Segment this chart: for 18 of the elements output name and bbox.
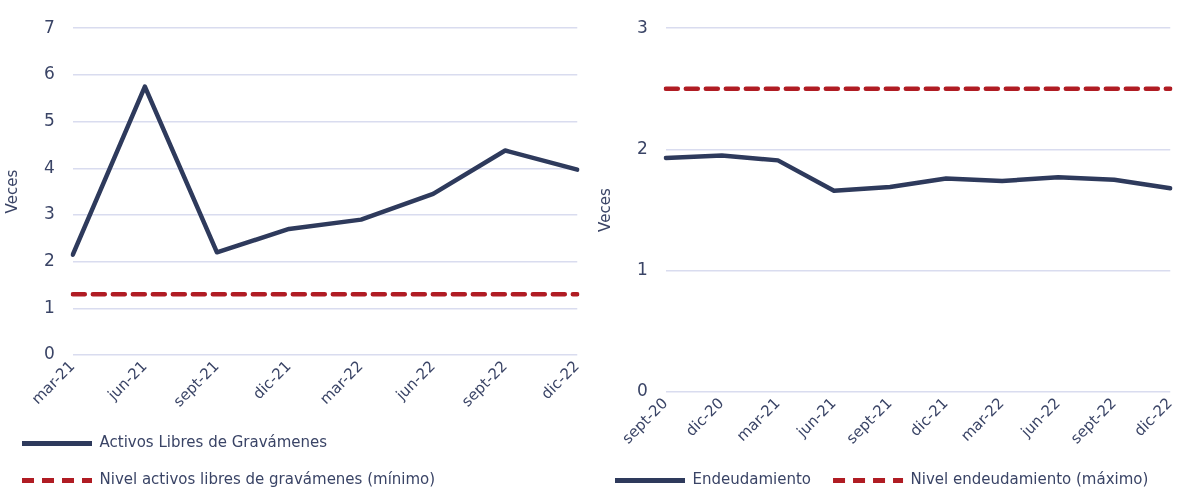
y-tick-label: 6 (43, 63, 55, 84)
legend-label: Activos Libres de Gravámenes (99, 433, 328, 452)
legend-label: Endeudamiento (692, 470, 812, 489)
y-tick-label: 7 (43, 16, 55, 37)
y-tick-label: 3 (636, 16, 648, 37)
y-tick-label: 2 (636, 137, 648, 158)
y-axis-title: Veces (595, 188, 614, 232)
y-tick-label: 2 (43, 250, 55, 271)
y-tick-label: 5 (43, 109, 55, 130)
y-tick-label: 3 (43, 203, 55, 224)
y-tick-label: 4 (43, 156, 55, 177)
y-tick-label: 0 (43, 343, 55, 364)
y-tick-label: 0 (636, 380, 648, 401)
y-tick-label: 1 (636, 259, 648, 280)
legend-label: Nivel endeudamiento (máximo) (910, 470, 1149, 489)
legend-label: Nivel activos libres de gravámenes (mínimo) (99, 470, 436, 489)
y-axis-title: Veces (2, 169, 21, 214)
y-tick-label: 1 (43, 296, 55, 317)
